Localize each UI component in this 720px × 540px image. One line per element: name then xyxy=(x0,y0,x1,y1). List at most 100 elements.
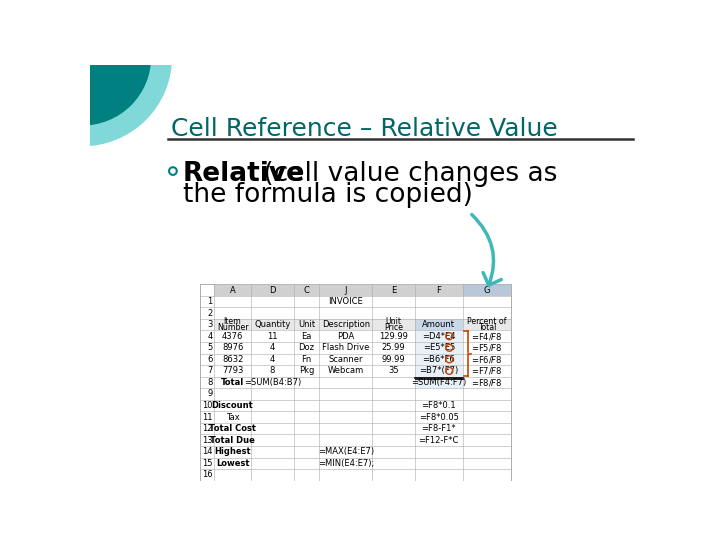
Text: Total Due: Total Due xyxy=(210,436,255,444)
Text: 99.99: 99.99 xyxy=(382,355,405,364)
Text: 9: 9 xyxy=(207,389,212,399)
Bar xyxy=(214,284,251,296)
Text: Pkg: Pkg xyxy=(299,366,315,375)
Text: E: E xyxy=(391,286,396,294)
Text: (cell value changes as: (cell value changes as xyxy=(255,161,557,187)
Text: the formula is copied): the formula is copied) xyxy=(183,182,473,208)
Text: 10: 10 xyxy=(202,401,212,410)
Text: =MIN(E4:E7);: =MIN(E4:E7); xyxy=(318,459,374,468)
Bar xyxy=(463,319,510,330)
Text: Flash Drive: Flash Drive xyxy=(322,343,369,352)
Text: Webcam: Webcam xyxy=(328,366,364,375)
Text: =B6*F6: =B6*F6 xyxy=(423,355,455,364)
Text: =F6/$F$8: =F6/$F$8 xyxy=(471,354,503,365)
Text: 1: 1 xyxy=(207,297,212,306)
Text: =F8*0.1: =F8*0.1 xyxy=(421,401,456,410)
Text: =SUM(B4:B7): =SUM(B4:B7) xyxy=(244,378,301,387)
Text: =F7/$F$8: =F7/$F$8 xyxy=(471,366,503,376)
Bar xyxy=(415,365,463,377)
Text: PDA: PDA xyxy=(337,332,354,341)
Circle shape xyxy=(14,0,150,125)
Text: 25.99: 25.99 xyxy=(382,343,405,352)
Text: Amount: Amount xyxy=(422,320,455,329)
Text: J: J xyxy=(344,286,347,294)
Text: F: F xyxy=(436,286,441,294)
Text: Price: Price xyxy=(384,323,403,333)
Bar xyxy=(415,319,463,330)
Text: 8: 8 xyxy=(270,366,275,375)
Text: =B7*(F7): =B7*(F7) xyxy=(419,366,459,375)
Bar xyxy=(415,377,463,388)
Text: 2: 2 xyxy=(207,309,212,318)
Text: Scanner: Scanner xyxy=(328,355,363,364)
Text: =SUM(F4:F7): =SUM(F4:F7) xyxy=(411,378,467,387)
Text: Quantity: Quantity xyxy=(254,320,291,329)
Bar xyxy=(372,284,415,296)
Text: A: A xyxy=(230,286,235,294)
Text: 129.99: 129.99 xyxy=(379,332,408,341)
Text: 11: 11 xyxy=(267,332,278,341)
Text: 11: 11 xyxy=(202,413,212,422)
FancyArrowPatch shape xyxy=(472,214,501,285)
Text: 12: 12 xyxy=(202,424,212,433)
Circle shape xyxy=(0,0,171,146)
Text: 6: 6 xyxy=(207,355,212,364)
Text: =F8-F1*: =F8-F1* xyxy=(421,424,456,433)
Bar xyxy=(372,319,415,330)
Text: Highest: Highest xyxy=(215,447,251,456)
Bar xyxy=(294,319,320,330)
Text: Lowest: Lowest xyxy=(216,459,249,468)
Text: 13: 13 xyxy=(202,436,212,444)
Text: Total: Total xyxy=(221,378,244,387)
Text: Cell Reference – Relative Value: Cell Reference – Relative Value xyxy=(171,117,558,141)
Text: 14: 14 xyxy=(202,447,212,456)
Bar xyxy=(463,284,510,296)
Text: Unit: Unit xyxy=(298,320,315,329)
Text: Tax: Tax xyxy=(226,413,240,422)
Text: 7793: 7793 xyxy=(222,366,243,375)
Bar xyxy=(251,284,294,296)
Text: 3: 3 xyxy=(207,320,212,329)
Text: =D4*E4: =D4*E4 xyxy=(422,332,456,341)
Text: 5: 5 xyxy=(207,343,212,352)
Text: 16: 16 xyxy=(202,470,212,480)
Text: =E5*E5: =E5*E5 xyxy=(423,343,455,352)
Text: Discount: Discount xyxy=(212,401,253,410)
Text: 4: 4 xyxy=(207,332,212,341)
Text: 15: 15 xyxy=(202,459,212,468)
Bar xyxy=(200,284,510,481)
Text: 8976: 8976 xyxy=(222,343,243,352)
Text: Unit: Unit xyxy=(385,317,402,326)
Text: Total: Total xyxy=(477,323,496,333)
Text: Description: Description xyxy=(322,320,370,329)
Text: Ea: Ea xyxy=(302,332,312,341)
Text: 4: 4 xyxy=(270,343,275,352)
Text: D: D xyxy=(269,286,276,294)
Bar xyxy=(415,354,463,365)
Bar xyxy=(251,319,294,330)
Text: Item: Item xyxy=(224,317,241,326)
Text: C: C xyxy=(304,286,310,294)
Text: 4: 4 xyxy=(270,355,275,364)
Text: =F12-F*C: =F12-F*C xyxy=(418,436,459,444)
Bar xyxy=(320,284,372,296)
Text: INVOICE: INVOICE xyxy=(328,297,363,306)
Text: 8632: 8632 xyxy=(222,355,243,364)
Text: Total Cost: Total Cost xyxy=(209,424,256,433)
Text: 4376: 4376 xyxy=(222,332,243,341)
Bar xyxy=(415,342,463,354)
Bar xyxy=(320,319,372,330)
Text: Fn: Fn xyxy=(302,355,312,364)
Bar xyxy=(294,284,320,296)
Bar xyxy=(415,319,463,330)
Text: 35: 35 xyxy=(388,366,399,375)
Text: 7: 7 xyxy=(207,366,212,375)
Bar xyxy=(463,284,510,296)
Text: =MAX(E4:E7): =MAX(E4:E7) xyxy=(318,447,374,456)
Text: =F8*0.05: =F8*0.05 xyxy=(419,413,459,422)
Text: Doz: Doz xyxy=(299,343,315,352)
Text: Number: Number xyxy=(217,323,248,333)
Text: 8: 8 xyxy=(207,378,212,387)
Text: =F5/$F$8: =F5/$F$8 xyxy=(471,342,503,353)
Text: G: G xyxy=(484,286,490,294)
